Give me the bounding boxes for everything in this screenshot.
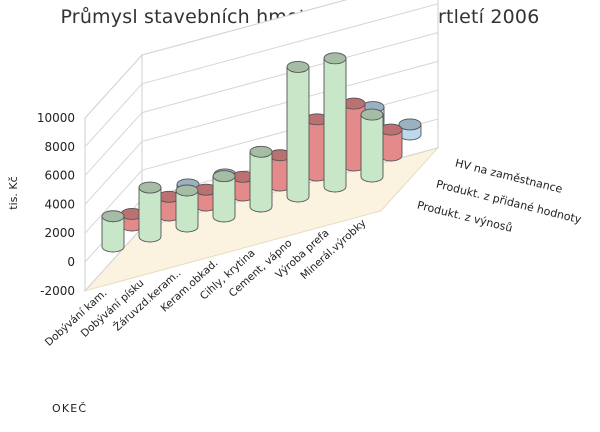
- y-tick-label: -2000: [40, 284, 75, 298]
- bar-body: [360, 114, 384, 183]
- bar-body: [175, 190, 199, 233]
- bar: [379, 123, 403, 162]
- bar: [231, 170, 255, 202]
- bar-top: [101, 210, 125, 223]
- bar-top: [323, 52, 347, 65]
- bar: [212, 170, 236, 223]
- bar: [249, 145, 273, 213]
- bar: [323, 52, 347, 193]
- bar-body: [138, 187, 162, 243]
- y-tick-label: 8000: [44, 140, 75, 154]
- y-axis-label: tis. Kč: [7, 176, 20, 209]
- gridline: [84, 0, 348, 119]
- y-tick-label: 4000: [44, 197, 75, 211]
- bar-top: [138, 181, 162, 194]
- y-tick-label: 2000: [44, 226, 75, 240]
- bar: [268, 149, 292, 192]
- bar-body: [212, 175, 236, 223]
- y-tick-label: 6000: [44, 169, 75, 183]
- bar-top: [249, 145, 273, 158]
- bar-top: [286, 60, 310, 73]
- bar: [175, 184, 199, 233]
- bar-body: [249, 151, 273, 213]
- bar: [157, 190, 181, 222]
- y-tick-label: 10000: [37, 111, 75, 125]
- bar-body: [286, 66, 310, 203]
- x-axis-label: OKEČ: [52, 402, 87, 415]
- bar: [138, 181, 162, 243]
- bar: [360, 108, 384, 183]
- bar-top: [175, 184, 199, 197]
- bar: [101, 210, 125, 253]
- chart-bars: [101, 52, 422, 253]
- bar-body: [101, 215, 125, 253]
- bar-top: [360, 108, 384, 121]
- y-tick-label: 0: [67, 255, 75, 269]
- bar-top: [398, 118, 422, 131]
- bar: [398, 118, 422, 141]
- bar-body: [323, 57, 347, 193]
- gridline: [84, 3, 439, 148]
- bar-top: [212, 170, 236, 183]
- bar: [286, 60, 310, 203]
